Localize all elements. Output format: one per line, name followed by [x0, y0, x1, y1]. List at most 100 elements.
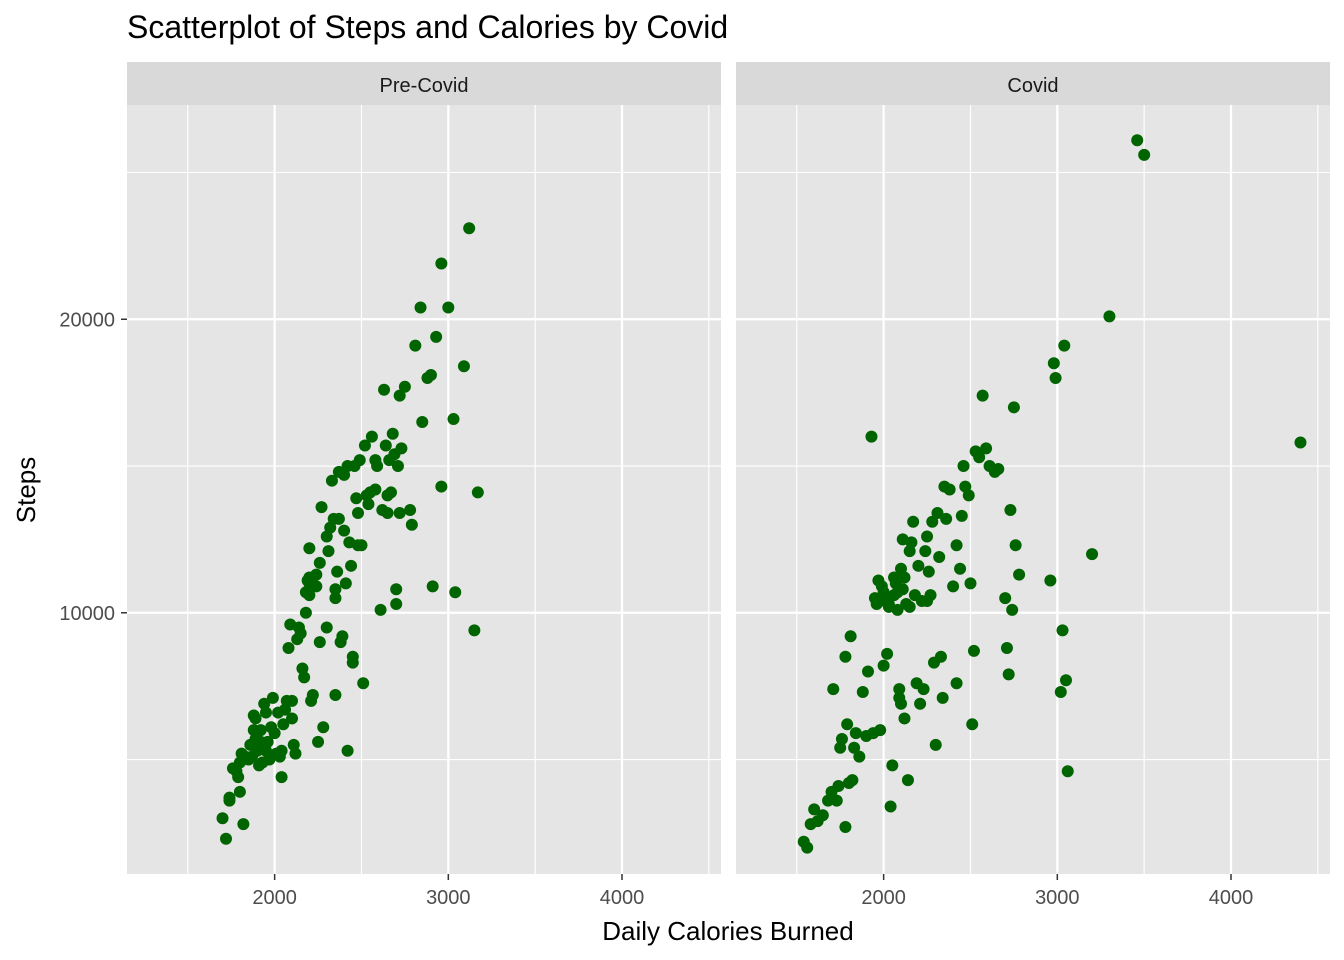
- data-point: [940, 512, 953, 525]
- data-point: [303, 542, 316, 555]
- data-point: [1013, 568, 1026, 581]
- data-point: [424, 369, 437, 382]
- data-point: [303, 589, 316, 602]
- data-point: [865, 430, 878, 443]
- data-point: [310, 580, 323, 593]
- data-point: [947, 580, 960, 593]
- data-point: [841, 718, 854, 731]
- facet-strip-covid: [736, 62, 1330, 105]
- points-covid: [797, 134, 1307, 854]
- data-point: [801, 841, 814, 854]
- data-point: [294, 627, 307, 640]
- y-tick-label: 20000: [59, 309, 115, 331]
- x-tick-label: 4000: [600, 887, 645, 909]
- data-point: [934, 650, 947, 663]
- data-point: [320, 530, 333, 543]
- data-point: [844, 630, 857, 643]
- data-point: [808, 803, 821, 816]
- data-point: [999, 592, 1012, 605]
- data-point: [1054, 686, 1067, 699]
- data-point: [1056, 624, 1069, 637]
- data-point: [357, 677, 370, 690]
- data-point: [282, 641, 295, 654]
- data-point: [957, 460, 970, 473]
- data-point: [216, 812, 229, 825]
- data-point: [884, 800, 897, 813]
- data-point: [1086, 548, 1099, 561]
- data-point: [893, 683, 906, 696]
- data-point: [381, 506, 394, 519]
- chart-title: Scatterplot of Steps and Calories by Cov…: [127, 9, 728, 45]
- data-point: [848, 741, 861, 754]
- data-point: [950, 539, 963, 552]
- data-point: [352, 506, 364, 519]
- data-point: [350, 492, 363, 505]
- data-point: [254, 724, 267, 737]
- data-point: [249, 712, 262, 725]
- data-point: [341, 744, 354, 757]
- data-point: [391, 460, 404, 473]
- data-point: [1138, 148, 1151, 161]
- data-point: [967, 644, 980, 657]
- data-point: [275, 771, 288, 784]
- data-point: [332, 465, 345, 478]
- facet-pre-covid: Pre-Covid: [127, 62, 721, 874]
- data-point: [896, 583, 909, 596]
- data-point: [931, 506, 944, 519]
- data-point: [286, 694, 298, 707]
- data-point: [862, 665, 874, 678]
- data-point: [341, 460, 354, 473]
- data-point: [839, 821, 852, 834]
- data-point: [992, 462, 1005, 475]
- data-point: [1060, 674, 1072, 687]
- data-point: [353, 454, 366, 467]
- data-point: [390, 597, 403, 610]
- data-point: [369, 483, 382, 496]
- data-point: [339, 577, 352, 590]
- data-point: [950, 677, 963, 690]
- data-point: [303, 571, 316, 584]
- data-point: [898, 712, 911, 725]
- y-axis: 10000 20000: [59, 309, 127, 625]
- data-point: [1007, 401, 1020, 414]
- data-point: [275, 744, 288, 757]
- data-point: [390, 583, 403, 596]
- data-point: [832, 779, 845, 792]
- data-point: [874, 724, 887, 737]
- data-point: [320, 621, 333, 634]
- data-point: [365, 430, 378, 443]
- data-point: [912, 559, 925, 572]
- data-point: [322, 545, 335, 558]
- x-tick-label: 3000: [1035, 887, 1080, 909]
- data-point: [907, 515, 920, 528]
- data-point: [298, 671, 311, 684]
- data-point: [386, 427, 399, 440]
- data-point: [856, 686, 869, 699]
- data-point: [468, 624, 481, 637]
- data-point: [447, 413, 460, 426]
- data-point: [317, 721, 330, 734]
- data-point: [816, 809, 829, 822]
- data-point: [921, 595, 934, 608]
- data-point: [315, 501, 328, 514]
- data-point: [891, 603, 904, 616]
- data-point: [1006, 603, 1019, 616]
- data-point: [345, 559, 358, 572]
- data-point: [313, 556, 326, 569]
- data-point: [414, 301, 427, 314]
- data-point: [903, 600, 916, 613]
- facet-covid: Covid: [736, 62, 1330, 874]
- data-point: [921, 530, 934, 543]
- data-point: [933, 551, 946, 564]
- data-point: [830, 794, 843, 807]
- facet-label-covid: Covid: [1007, 75, 1058, 97]
- data-point: [358, 439, 371, 452]
- x-tick-label: 2000: [252, 887, 297, 909]
- data-point: [877, 659, 890, 672]
- data-point: [1044, 574, 1057, 587]
- data-point: [471, 486, 484, 499]
- points-pre-covid: [216, 222, 484, 845]
- data-point: [914, 697, 927, 710]
- data-point: [426, 580, 439, 593]
- data-point: [261, 735, 274, 748]
